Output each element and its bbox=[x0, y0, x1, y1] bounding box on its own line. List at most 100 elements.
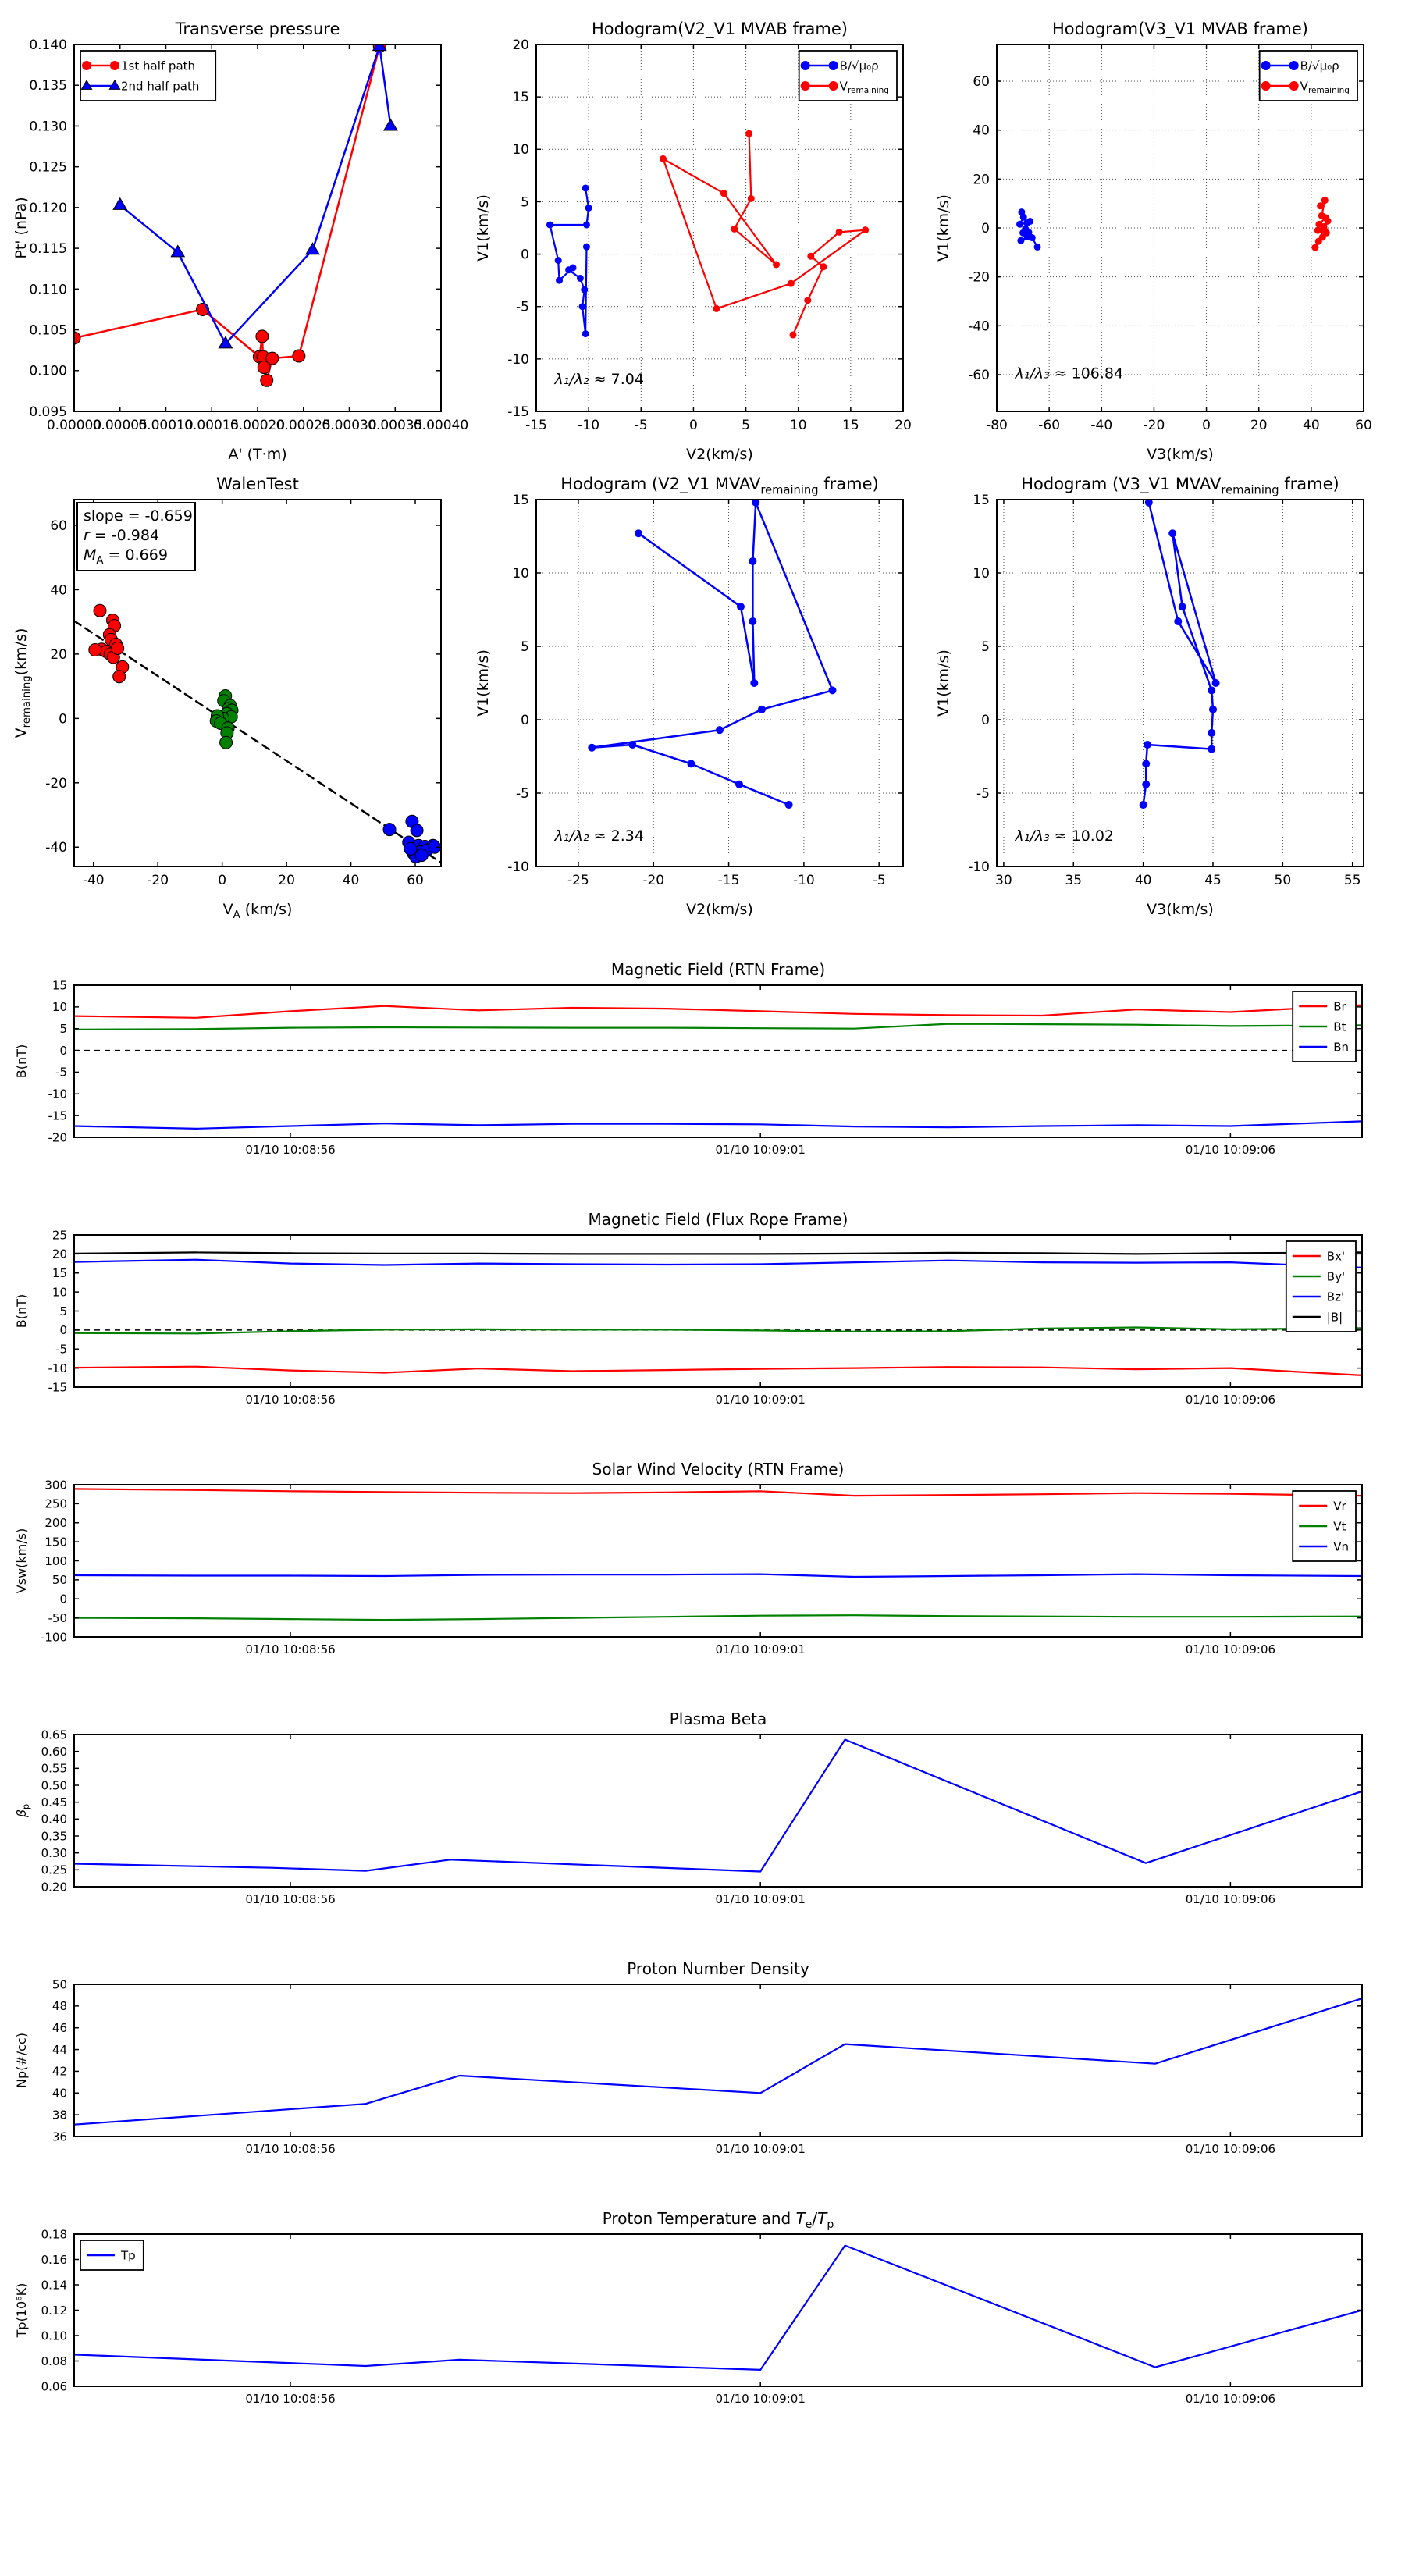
y-axis-label: βp bbox=[14, 1804, 31, 1818]
x-tick-label: -5 bbox=[873, 873, 886, 888]
x-tick-label: 01/10 10:08:56 bbox=[245, 1892, 335, 1906]
y-tick-label: 150 bbox=[44, 1535, 67, 1549]
x-tick-label: 5 bbox=[742, 418, 750, 433]
x-axis-label: A' (T·m) bbox=[228, 446, 286, 463]
panel-hodogram-v2v1-mvab: -15 -10 -5 0 5 10 15 20 -15 -10 -5 0 5 10 15 20 Hodogram… bbox=[475, 20, 912, 463]
y-tick-label: 10 bbox=[52, 1000, 67, 1014]
y-tick-label: 40 bbox=[973, 123, 990, 139]
y-tick-label: 250 bbox=[44, 1497, 67, 1511]
axes-frame bbox=[996, 499, 1364, 867]
y-tick-label: 5 bbox=[59, 1022, 67, 1036]
y-tick-label: 300 bbox=[44, 1478, 67, 1492]
y-tick-label: -20 bbox=[968, 270, 990, 286]
panel-title: Transverse pressure bbox=[175, 20, 340, 38]
x-axis-label: VA (km/s) bbox=[223, 901, 293, 921]
x-tick-label: -40 bbox=[83, 873, 105, 888]
series-group bbox=[74, 1004, 1362, 1130]
y-tick-label: -60 bbox=[968, 368, 990, 383]
series-Bz-prime bbox=[74, 1258, 1362, 1268]
series-2nd half path bbox=[119, 44, 392, 345]
y-tick-label: 0.125 bbox=[29, 160, 67, 176]
x-tick-label: 01/10 10:08:56 bbox=[245, 1143, 335, 1157]
y-axis-label: Tp(10⁶K) bbox=[14, 2283, 29, 2339]
annotation: λ₁/λ₃ ≈ 106.84 bbox=[1015, 365, 1124, 382]
y-tick-label: 10 bbox=[973, 566, 990, 582]
y-tick-label: 0.130 bbox=[29, 119, 67, 134]
y-tick-label: -5 bbox=[976, 786, 990, 802]
y-tick-label: -10 bbox=[507, 859, 529, 875]
annotation: λ₁/λ₂ ≈ 2.34 bbox=[554, 827, 644, 845]
y-tick-label: -10 bbox=[968, 859, 990, 875]
y-tick-label: -50 bbox=[48, 1611, 68, 1625]
panel-hodogram-v2v1-mvav: -25 -20 -15 -10 -5 -10 -5 0 5 10 15 Hodogram (V2_V1… bbox=[475, 475, 904, 918]
series-Bn bbox=[74, 1120, 1362, 1130]
y-tick-label: 0.65 bbox=[41, 1727, 67, 1742]
x-tick-label: 0.00025 bbox=[276, 418, 331, 433]
y-tick-label: 0.14 bbox=[41, 2278, 67, 2292]
x-tick-label: -15 bbox=[718, 873, 740, 888]
series-group bbox=[74, 1251, 1362, 1376]
x-tick-label: 60 bbox=[1355, 418, 1372, 433]
y-tick-label: 20 bbox=[512, 37, 529, 53]
y-tick-label: -5 bbox=[516, 786, 529, 802]
series-Np bbox=[74, 1998, 1362, 2126]
legend-label: Vn bbox=[1333, 1539, 1349, 1553]
y-tick-label: 0 bbox=[59, 1323, 67, 1337]
series-By-prime bbox=[74, 1326, 1362, 1335]
x-tick-label: 01/10 10:08:56 bbox=[245, 2142, 335, 2156]
series-group bbox=[74, 603, 441, 864]
x-tick-label: 01/10 10:09:01 bbox=[716, 1143, 806, 1157]
plot-area bbox=[74, 1735, 1362, 1887]
x-tick-label: 01/10 10:09:01 bbox=[716, 1393, 806, 1407]
series-Vr bbox=[74, 1488, 1362, 1497]
y-tick-label: 0.55 bbox=[41, 1762, 67, 1776]
panel-solar-wind-velocity: 01/10 10:08:56 01/10 10:09:01 01/10 10:09:… bbox=[14, 1460, 1363, 1656]
x-tick-label: -40 bbox=[1090, 418, 1112, 433]
legend: Bx' By' Bz' |B| bbox=[1285, 1240, 1357, 1332]
x-tick-label: 01/10 10:08:56 bbox=[245, 2392, 335, 2406]
y-tick-label: 0.60 bbox=[41, 1745, 67, 1759]
ticks bbox=[74, 2233, 1362, 2387]
x-tick-label: -15 bbox=[525, 418, 547, 433]
legend-label: Bn bbox=[1333, 1040, 1349, 1054]
x-tick-label: 01/10 10:08:56 bbox=[245, 1642, 335, 1656]
y-tick-label: -10 bbox=[48, 1087, 68, 1101]
panel-title: Magnetic Field (Flux Rope Frame) bbox=[589, 1210, 848, 1229]
y-tick-label: 20 bbox=[52, 1247, 67, 1261]
x-tick-label: -60 bbox=[1038, 418, 1060, 433]
panel-title: Plasma Beta bbox=[670, 1710, 767, 1728]
y-tick-label: -15 bbox=[48, 1108, 68, 1123]
y-tick-label: 10 bbox=[52, 1285, 67, 1299]
ticks bbox=[74, 984, 1362, 1138]
x-tick-label: 20 bbox=[895, 418, 912, 433]
y-tick-label: 200 bbox=[44, 1516, 67, 1530]
x-axis-label: V3(km/s) bbox=[1147, 901, 1214, 918]
x-tick-label: 0.00030 bbox=[322, 418, 376, 433]
axes-frame bbox=[73, 1734, 1363, 1888]
plot-area bbox=[74, 985, 1362, 1137]
panel-plasma-beta: 01/10 10:08:56 01/10 10:09:01 01/10 10:09:… bbox=[14, 1710, 1363, 1906]
y-tick-label: 100 bbox=[44, 1554, 67, 1568]
ticks bbox=[74, 500, 441, 866]
axes-frame bbox=[73, 984, 1363, 1138]
legend-label: 2nd half path bbox=[121, 79, 199, 93]
y-tick-label: 15 bbox=[52, 978, 67, 992]
y-tick-label: 0 bbox=[59, 1592, 67, 1606]
plot-area bbox=[536, 44, 903, 411]
y-tick-label: 0.06 bbox=[41, 2379, 67, 2393]
legend-label: Br bbox=[1333, 999, 1346, 1013]
legend-label: By' bbox=[1327, 1269, 1345, 1283]
annotation: λ₁/λ₃ ≈ 10.02 bbox=[1015, 827, 1115, 845]
ticks bbox=[997, 499, 1364, 867]
legend-label: 1st half path bbox=[121, 59, 195, 73]
y-tick-label: 0.105 bbox=[29, 323, 67, 339]
series-group bbox=[74, 1738, 1362, 1873]
legend: B/√μ₀ρ Vremaining bbox=[798, 50, 898, 101]
ticks bbox=[74, 1234, 1362, 1388]
y-tick-label: 0 bbox=[521, 247, 529, 263]
x-tick-label: 01/10 10:09:06 bbox=[1186, 2142, 1275, 2156]
ticks bbox=[74, 1734, 1362, 1888]
legend-label: B/√μ₀ρ bbox=[840, 59, 879, 73]
y-tick-label: -5 bbox=[55, 1066, 67, 1080]
y-tick-label: 0.12 bbox=[41, 2304, 67, 2318]
